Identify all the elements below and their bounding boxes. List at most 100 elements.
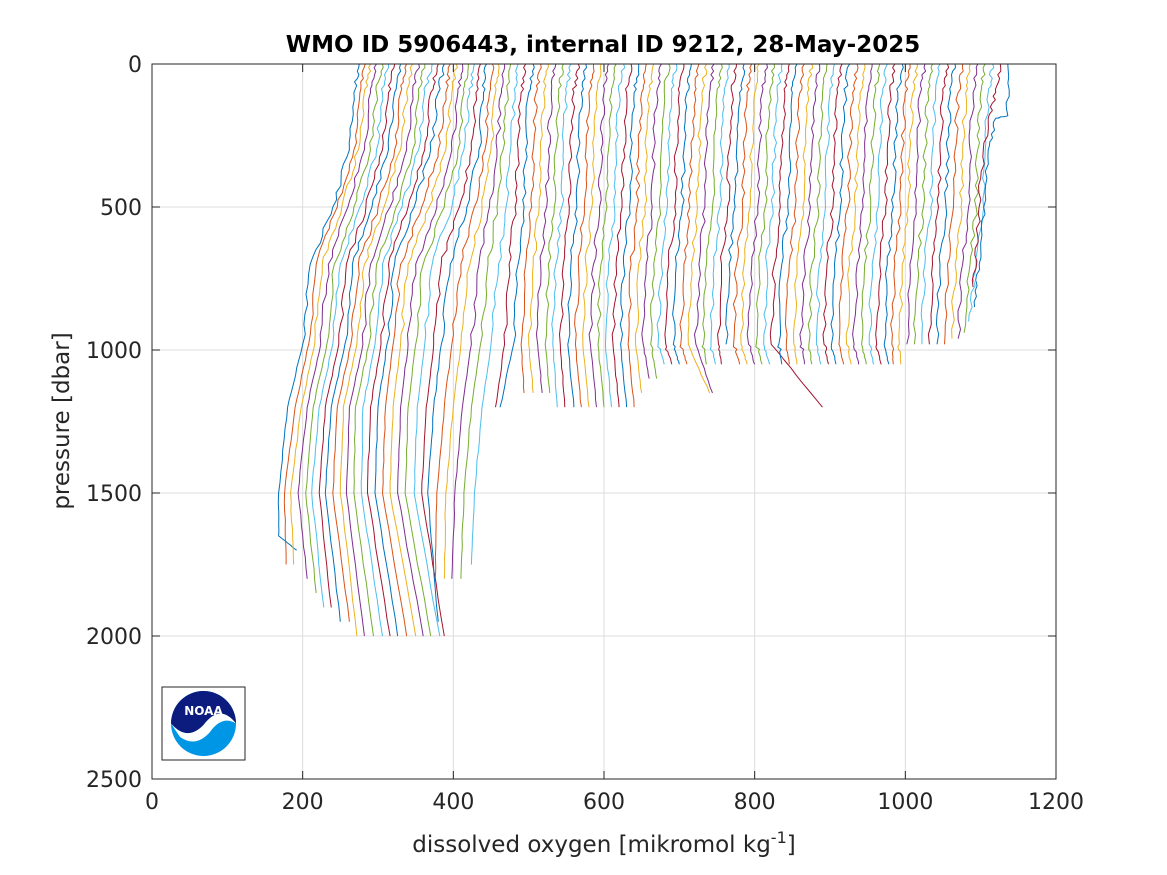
profile-line: [968, 63, 995, 322]
profile-line: [784, 63, 805, 365]
profile-line: [345, 63, 420, 637]
y-axis-label: pressure [dbar]: [49, 332, 75, 509]
profile-line: [619, 64, 640, 408]
profile-line: [793, 63, 814, 365]
profile-line: [746, 63, 768, 365]
y-tick-label: 0: [128, 53, 142, 78]
chart-title: WMO ID 5906443, internal ID 9212, 28-May…: [286, 32, 920, 58]
profile-line: [717, 63, 738, 365]
profile-line: [694, 63, 715, 394]
profile-line: [755, 63, 775, 365]
x-tick-label: 0: [145, 790, 159, 815]
profile-line: [963, 63, 986, 333]
profile-line: [883, 63, 904, 365]
profile-line: [807, 63, 828, 365]
profile-line: [311, 63, 390, 608]
profile-line: [413, 63, 475, 637]
profile-line: [535, 63, 557, 393]
profile-line: [339, 63, 414, 637]
profile-line: [421, 63, 481, 637]
profile-line: [951, 63, 971, 339]
profile-line: [588, 63, 609, 408]
profile-line: [360, 63, 433, 637]
profile-line: [973, 63, 1010, 308]
profile-line: [605, 63, 626, 408]
profile-line: [427, 63, 487, 622]
profile-line: [451, 64, 506, 579]
profile-line: [709, 63, 730, 365]
y-tick-label: 1500: [86, 482, 142, 507]
profile-line: [404, 63, 469, 637]
profile-line: [574, 63, 595, 408]
profile-line: [732, 63, 753, 365]
y-tick-label: 2000: [86, 625, 142, 650]
profile-line: [495, 63, 527, 408]
profile-series: [277, 63, 1010, 637]
profile-line: [318, 63, 396, 608]
profile-line: [815, 63, 835, 365]
profile-line: [822, 63, 843, 365]
x-tick-label: 400: [432, 790, 474, 815]
profile-line: [650, 63, 671, 379]
y-tick-label: 1000: [86, 339, 142, 364]
profile-line: [627, 63, 647, 408]
profile-line: [528, 63, 549, 393]
x-tick-label: 600: [583, 790, 625, 815]
profile-line: [763, 63, 783, 365]
profile-line: [672, 63, 692, 365]
profile-line: [679, 63, 700, 365]
profile-line: [634, 63, 655, 393]
profile-line: [725, 63, 745, 345]
profile-line: [935, 63, 956, 345]
profile-line: [283, 63, 366, 565]
y-tick-label: 2500: [86, 768, 142, 793]
noaa-logo: NOAA: [161, 686, 246, 761]
x-tick-label: 1200: [1028, 790, 1084, 815]
profile-line: [389, 63, 458, 637]
profile-line: [687, 63, 710, 394]
profile-line: [927, 63, 950, 345]
axis-ticks: [151, 63, 1057, 780]
profile-line: [559, 63, 581, 408]
profile-line: [875, 63, 896, 365]
profile-line: [544, 63, 564, 393]
profile-line: [971, 63, 1002, 288]
profile-line: [567, 63, 587, 408]
profile-line: [305, 63, 384, 594]
profile-line: [944, 63, 964, 345]
profile-line: [460, 63, 512, 579]
x-tick-label: 200: [282, 790, 324, 815]
profile-line: [656, 63, 678, 365]
profile-line: [397, 63, 464, 637]
profile-line: [906, 63, 927, 345]
profile-line: [297, 63, 377, 579]
profile-line: [838, 63, 859, 365]
x-tick-label: 800: [734, 790, 776, 815]
profile-line: [861, 63, 881, 365]
profile-line: [520, 63, 542, 393]
profile-line: [353, 63, 426, 637]
profile-line: [799, 63, 821, 365]
profile-line: [597, 63, 617, 408]
profile-line: [920, 63, 941, 345]
profile-line: [611, 63, 633, 408]
profile-line: [897, 63, 918, 365]
profile-line: [913, 63, 933, 345]
profile-line: [332, 63, 408, 622]
x-tick-labels: 0 200 400 600 800 1000 1200: [145, 790, 1084, 815]
profile-line: [470, 63, 519, 565]
profile-line: [443, 63, 500, 579]
profile-line: [382, 63, 451, 637]
profile-line: [777, 63, 798, 365]
profile-line: [499, 63, 535, 408]
profile-line: [845, 63, 866, 365]
profile-line: [740, 63, 760, 365]
profile-line: [769, 63, 823, 408]
x-axis-label: dissolved oxygen [mikromol kg-1]: [412, 828, 795, 858]
profile-line: [277, 63, 360, 551]
profile-line: [582, 63, 602, 408]
profile-line: [641, 63, 662, 379]
profile-line: [374, 63, 445, 637]
profile-line: [367, 63, 439, 637]
